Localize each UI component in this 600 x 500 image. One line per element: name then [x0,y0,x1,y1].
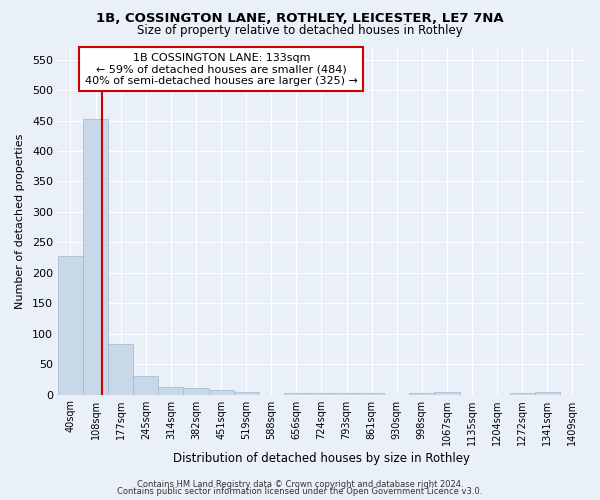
Bar [83,118,108,394]
Text: 1B, COSSINGTON LANE, ROTHLEY, LEICESTER, LE7 7NA: 1B, COSSINGTON LANE, ROTHLEY, LEICESTER,… [96,12,504,26]
Bar [233,392,259,394]
Bar [334,392,359,394]
Bar [535,392,560,394]
Bar [108,344,133,395]
Bar [309,392,334,394]
Text: Contains HM Land Registry data © Crown copyright and database right 2024.: Contains HM Land Registry data © Crown c… [137,480,463,489]
Bar [434,392,460,394]
Bar [409,392,434,394]
Bar [58,256,83,394]
Text: Size of property relative to detached houses in Rothley: Size of property relative to detached ho… [137,24,463,37]
Bar [209,390,233,394]
Bar [284,392,309,394]
Text: Contains public sector information licensed under the Open Government Licence v3: Contains public sector information licen… [118,488,482,496]
Bar [510,392,535,394]
Bar [359,392,384,394]
Text: 1B COSSINGTON LANE: 133sqm
← 59% of detached houses are smaller (484)
40% of sem: 1B COSSINGTON LANE: 133sqm ← 59% of deta… [85,52,358,86]
Bar [133,376,158,394]
Bar [184,388,209,394]
X-axis label: Distribution of detached houses by size in Rothley: Distribution of detached houses by size … [173,452,470,465]
Y-axis label: Number of detached properties: Number of detached properties [15,134,25,308]
Bar [158,386,184,394]
